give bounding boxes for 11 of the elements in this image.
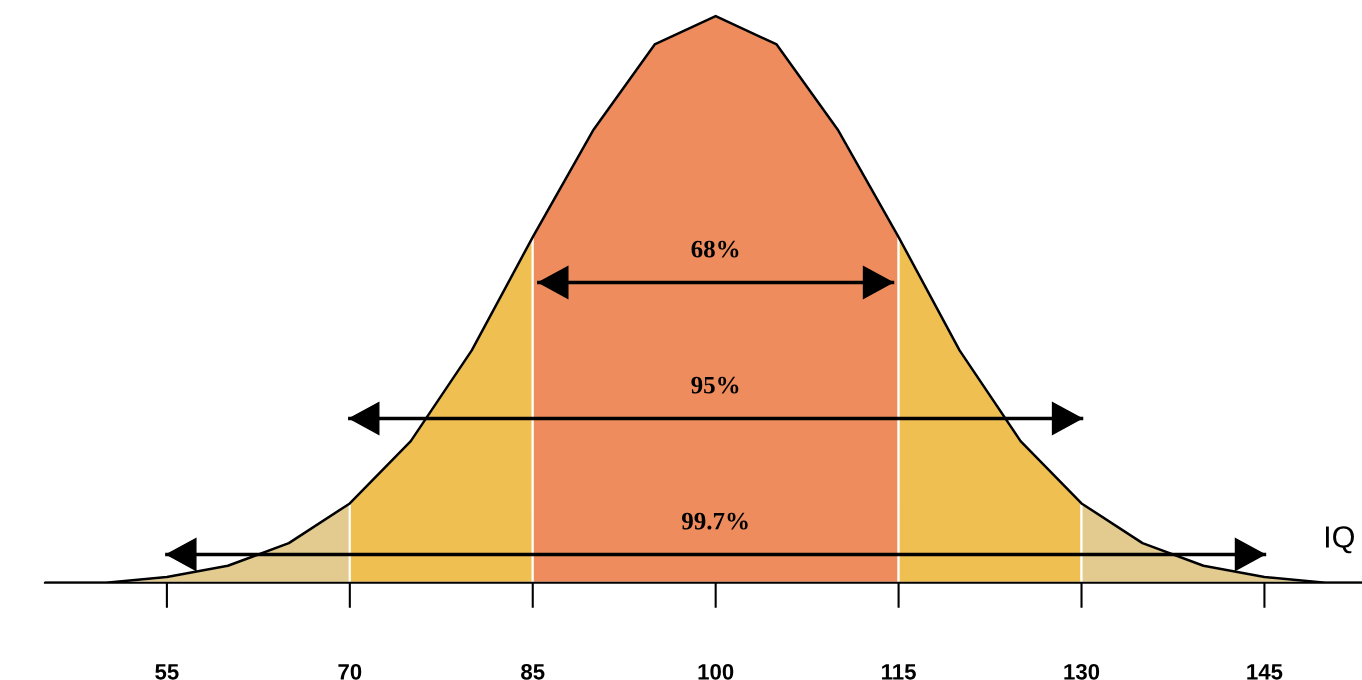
annotation: 68% — [691, 240, 739, 258]
x-tick-label: 100 — [698, 663, 734, 680]
x-tick-label: 145 — [1247, 664, 1283, 680]
x-tick-label: 85 — [521, 663, 545, 680]
x-tick-label: 115 — [882, 664, 916, 680]
x-tick-label: 130 — [1064, 663, 1100, 680]
annotation: 95% — [691, 376, 739, 394]
x-tick-label: 55 — [155, 664, 179, 680]
x-tick-label: 70 — [338, 663, 362, 680]
x-axis-title: IQ — [1325, 526, 1354, 554]
annotation: 99.7% — [681, 512, 748, 530]
